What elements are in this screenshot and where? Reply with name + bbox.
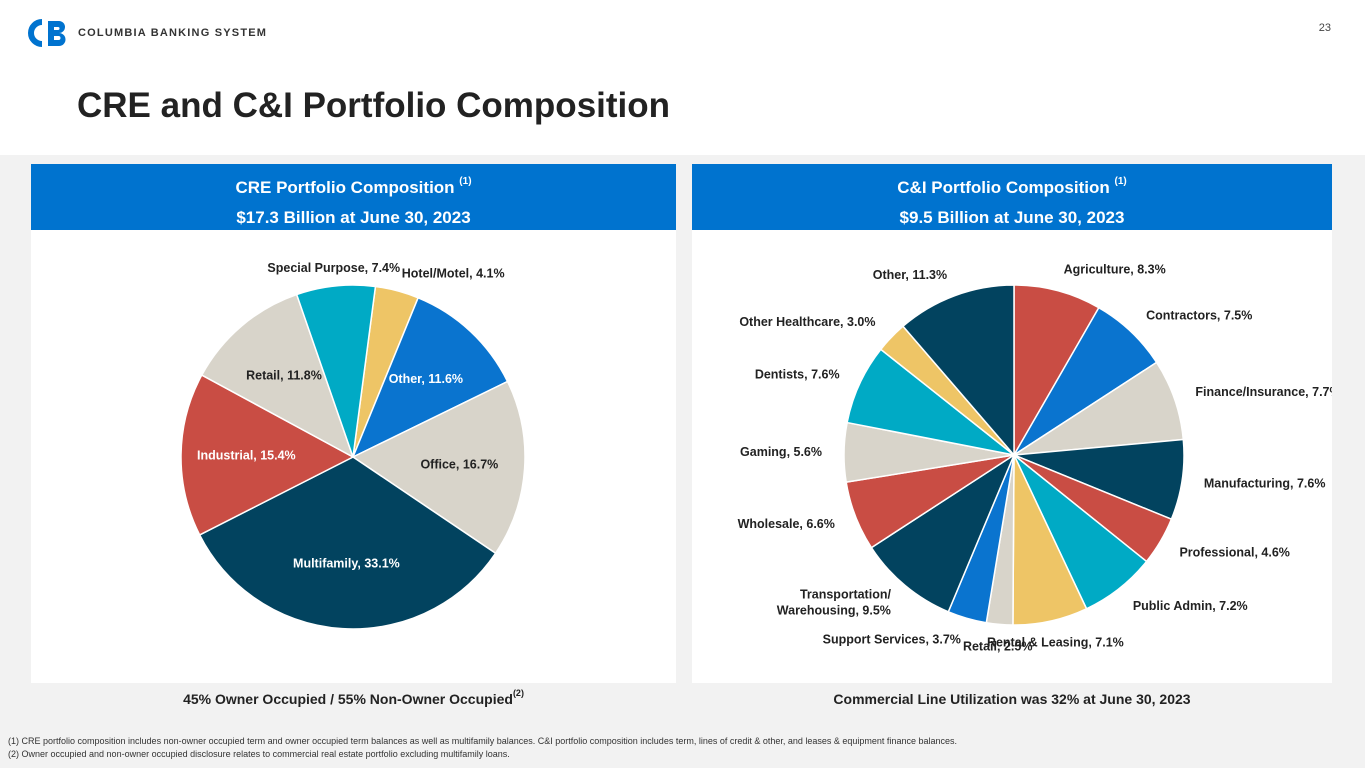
label-industrial: Industrial, 15.4%	[197, 449, 296, 463]
label-office: Office, 16.7%	[420, 457, 498, 471]
slice-agriculture	[1013, 284, 1100, 458]
label-rental-leasing: Rental & Leasing, 7.1%	[987, 635, 1124, 649]
cre-pie-chart: Hotel/Motel, 4.1% Other, 11.6% Office, 16.…	[180, 261, 526, 630]
slice-other	[351, 296, 509, 459]
ci-subheading: $9.5 Billion at June 30, 2023	[899, 208, 1125, 227]
label-retail: Retail, 2.5%	[963, 639, 1032, 653]
slice-transportation-warehousing	[870, 453, 1016, 613]
label-transportation-warehousing: Transportation/Warehousing, 9.5%	[777, 587, 892, 617]
label-gaming: Gaming, 5.6%	[740, 445, 822, 459]
label-other: Other, 11.6%	[389, 372, 463, 386]
footnotes: (1) CRE portfolio composition includes n…	[8, 735, 957, 761]
label-wholesale: Wholesale, 6.6%	[738, 517, 835, 531]
slice-industrial	[180, 374, 355, 536]
label-other: Other, 11.3%	[873, 268, 947, 282]
ci-heading-footnote-ref: (1)	[1114, 176, 1127, 187]
cre-occupancy-note: 45% Owner Occupied / 55% Non-Owner Occup…	[31, 688, 676, 707]
label-support-services: Support Services, 3.7%	[823, 633, 961, 647]
page-title: CRE and C&I Portfolio Composition	[77, 86, 671, 125]
cre-panel: CRE Portfolio Composition (1) $17.3 Bill…	[31, 164, 676, 683]
label-finance-insurance: Finance/Insurance, 7.7%	[1195, 385, 1332, 399]
label-agriculture: Agriculture, 8.3%	[1064, 263, 1166, 277]
ci-panel: C&I Portfolio Composition (1) $9.5 Billi…	[692, 164, 1332, 683]
slice-other	[901, 284, 1015, 458]
slice-special-purpose	[295, 284, 377, 458]
label-retail: Retail, 11.8%	[246, 369, 322, 383]
cre-panel-header: CRE Portfolio Composition (1) $17.3 Bill…	[31, 164, 676, 230]
slice-multifamily	[198, 456, 497, 630]
company-logo: COLUMBIA BANKING SYSTEM	[26, 19, 267, 47]
slice-office	[351, 380, 526, 555]
page-number: 23	[1318, 22, 1331, 34]
label-special-purpose: Special Purpose, 7.4%	[267, 261, 400, 275]
label-dentists: Dentists, 7.6%	[755, 368, 840, 382]
ci-pie-chart: Agriculture, 8.3% Contractors, 7.5% Financ…	[738, 263, 1332, 654]
ci-panel-header: C&I Portfolio Composition (1) $9.5 Billi…	[692, 164, 1332, 230]
label-professional: Professional, 4.6%	[1179, 545, 1289, 559]
cre-subheading: $17.3 Billion at June 30, 2023	[236, 208, 471, 227]
footnote-2: (2) Owner occupied and non-owner occupie…	[8, 749, 510, 759]
footnote-1: (1) CRE portfolio composition includes n…	[8, 736, 957, 746]
label-public-admin: Public Admin, 7.2%	[1133, 599, 1248, 613]
label-other-healthcare: Other Healthcare, 3.0%	[739, 315, 875, 329]
cre-heading-footnote-ref: (1)	[459, 176, 472, 187]
label-multifamily: Multifamily, 33.1%	[293, 556, 400, 570]
cre-occupancy-text: 45% Owner Occupied / 55% Non-Owner Occup…	[183, 691, 513, 707]
slice-retail	[200, 293, 355, 459]
cre-heading: CRE Portfolio Composition	[235, 178, 455, 197]
logo-text: COLUMBIA BANKING SYSTEM	[78, 27, 268, 39]
label-hotel-motel: Hotel/Motel, 4.1%	[402, 266, 505, 280]
cre-occupancy-footnote-ref: (2)	[512, 688, 524, 698]
label-manufacturing: Manufacturing, 7.6%	[1204, 476, 1326, 490]
cb-logo-icon	[28, 19, 66, 47]
ci-utilization-note: Commercial Line Utilization was 32% at J…	[833, 691, 1191, 707]
ci-heading: C&I Portfolio Composition	[897, 178, 1110, 197]
label-contractors: Contractors, 7.5%	[1146, 309, 1252, 323]
